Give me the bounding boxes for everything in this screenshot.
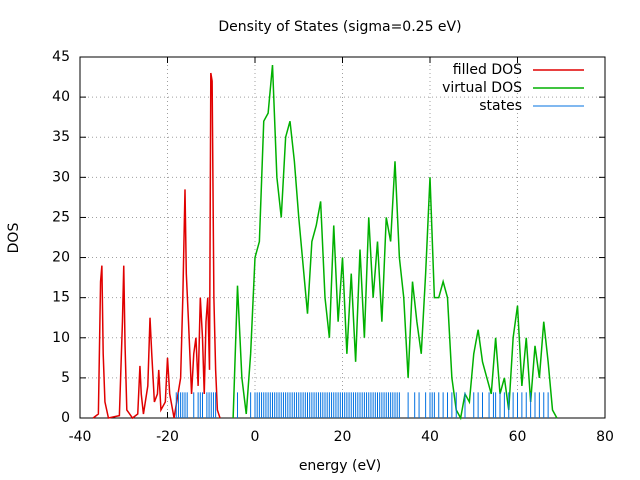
y-tick-label: 45: [52, 49, 70, 65]
x-axis-label: energy (eV): [299, 458, 381, 474]
y-tick-label: 15: [52, 290, 70, 306]
y-tick-label: 0: [61, 410, 70, 426]
legend-label: virtual DOS: [442, 80, 522, 96]
y-tick-label: 25: [52, 209, 70, 225]
y-axis-label: DOS: [6, 223, 22, 254]
dos-line: [92, 72, 221, 420]
x-tick-label: -40: [69, 429, 92, 445]
x-tick-label: -20: [156, 429, 179, 445]
y-tick-label: 5: [61, 370, 70, 386]
y-tick-label: 10: [52, 330, 70, 346]
y-tick-label: 35: [52, 129, 70, 145]
x-tick-label: 20: [334, 429, 352, 445]
chart-title: Density of States (sigma=0.25 eV): [218, 19, 461, 35]
x-tick-label: 40: [421, 429, 439, 445]
x-tick-label: 60: [509, 429, 527, 445]
x-tick-label: 0: [251, 429, 260, 445]
legend-label: filled DOS: [453, 62, 522, 78]
y-tick-label: 30: [52, 169, 70, 185]
x-tick-label: 80: [596, 429, 614, 445]
dos-line: [232, 64, 558, 421]
legend-label: states: [479, 98, 522, 114]
y-tick-label: 20: [52, 250, 70, 266]
y-tick-label: 40: [52, 89, 70, 105]
